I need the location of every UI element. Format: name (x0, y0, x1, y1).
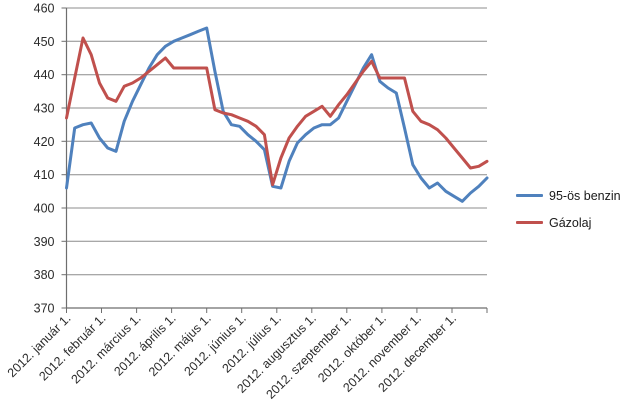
series-line-1 (65, 36, 489, 187)
ytick-label-370: 370 (34, 302, 55, 316)
axis-ticks (61, 7, 488, 313)
legend-item-benzin: 95-ös benzin (516, 187, 621, 204)
ytick-label-440: 440 (34, 68, 55, 82)
xtick-label-5: 2012. június 1. (181, 311, 248, 378)
ytick-label-400: 400 (34, 202, 55, 216)
legend-label-gazolaj: Gázolaj (549, 215, 592, 230)
legend-label-benzin: 95-ös benzin (549, 188, 621, 203)
series-line-0 (65, 26, 489, 203)
gridlines (66, 7, 487, 309)
legend-line-swatch-gazolaj (516, 221, 543, 224)
ytick-label-450: 450 (34, 35, 55, 49)
ytick-label-410: 410 (34, 168, 55, 182)
chart-legend: 95-ös benzin Gázolaj (516, 187, 621, 231)
legend-item-gazolaj: Gázolaj (516, 214, 621, 231)
ytick-label-420: 420 (34, 135, 55, 149)
legend-line-swatch-benzin (516, 194, 543, 197)
xtick-label-3: 2012. április 1. (111, 311, 178, 378)
ytick-label-390: 390 (34, 235, 55, 249)
ytick-label-460: 460 (34, 2, 55, 16)
ytick-label-430: 430 (34, 102, 55, 116)
ytick-label-380: 380 (34, 268, 55, 282)
